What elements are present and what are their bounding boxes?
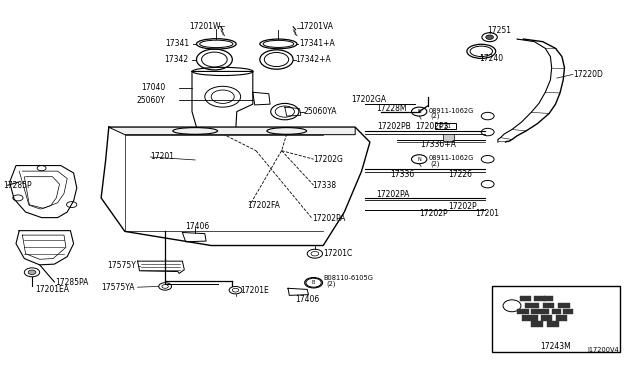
Text: 17220D: 17220D <box>573 70 603 79</box>
Bar <box>520 296 531 301</box>
Text: 17342: 17342 <box>164 55 189 64</box>
Text: 17336+A: 17336+A <box>420 140 456 149</box>
Text: 17201VA: 17201VA <box>300 22 333 31</box>
Text: 17201C: 17201C <box>323 249 353 258</box>
Text: 17201: 17201 <box>150 152 174 161</box>
Bar <box>525 303 539 308</box>
Bar <box>556 315 567 321</box>
Text: 17202P3: 17202P3 <box>415 122 448 131</box>
Bar <box>443 134 454 141</box>
Polygon shape <box>109 127 355 135</box>
Text: 17251: 17251 <box>488 26 512 35</box>
Text: 17285P: 17285P <box>3 181 32 190</box>
Text: 08911-1062G: 08911-1062G <box>429 108 474 114</box>
Circle shape <box>28 270 36 275</box>
Text: 17338: 17338 <box>312 181 337 190</box>
Text: 17202GA: 17202GA <box>351 95 386 104</box>
Polygon shape <box>101 127 370 246</box>
Polygon shape <box>192 71 253 134</box>
Text: 17240: 17240 <box>479 54 503 63</box>
Polygon shape <box>182 232 206 242</box>
Text: B08110-6105G: B08110-6105G <box>323 275 373 281</box>
Text: (2): (2) <box>326 280 336 287</box>
Text: 17202G: 17202G <box>314 155 344 164</box>
Text: 17406: 17406 <box>296 295 320 304</box>
Bar <box>558 303 570 308</box>
Text: 17226: 17226 <box>448 170 472 179</box>
Text: 17202FA: 17202FA <box>247 201 280 210</box>
Text: 17406: 17406 <box>186 222 210 231</box>
Text: 17341+A: 17341+A <box>300 39 335 48</box>
Text: 17342+A: 17342+A <box>296 55 332 64</box>
Text: 08911-1062G: 08911-1062G <box>429 155 474 161</box>
Text: 17201: 17201 <box>475 209 499 218</box>
Text: 17285PA: 17285PA <box>55 278 88 287</box>
Bar <box>544 296 553 301</box>
Text: 17040: 17040 <box>141 83 165 92</box>
Text: 17201E: 17201E <box>240 286 269 295</box>
Circle shape <box>486 35 493 39</box>
Text: 17202PA: 17202PA <box>376 190 410 199</box>
Text: (2): (2) <box>430 160 440 167</box>
Polygon shape <box>253 92 270 105</box>
Bar <box>547 321 559 327</box>
Bar <box>492 286 620 352</box>
Polygon shape <box>10 166 77 218</box>
Text: 25060Y: 25060Y <box>136 96 165 105</box>
Text: B: B <box>312 280 316 285</box>
Bar <box>435 123 456 129</box>
Text: 17341: 17341 <box>165 39 189 48</box>
Text: J17200V4: J17200V4 <box>588 347 620 353</box>
Bar <box>541 315 552 321</box>
Bar <box>534 296 545 301</box>
Text: N: N <box>417 109 421 114</box>
Bar <box>531 321 543 327</box>
Text: 17243M: 17243M <box>540 342 571 351</box>
Text: 17228M: 17228M <box>376 104 407 113</box>
Text: 17336: 17336 <box>390 170 415 179</box>
Text: 17202P: 17202P <box>448 202 477 211</box>
Text: 17202P: 17202P <box>419 209 448 218</box>
Bar <box>543 303 554 308</box>
Bar <box>531 309 549 314</box>
Polygon shape <box>138 261 184 273</box>
Polygon shape <box>16 231 74 265</box>
Bar <box>563 309 573 314</box>
Polygon shape <box>288 288 308 295</box>
Text: 17202PA: 17202PA <box>312 214 346 223</box>
Text: (2): (2) <box>430 113 440 119</box>
Text: C 21: C 21 <box>440 124 451 129</box>
Polygon shape <box>285 107 301 116</box>
Bar <box>522 315 538 321</box>
Text: 17201EA: 17201EA <box>35 285 69 294</box>
Text: 17201W: 17201W <box>189 22 220 31</box>
Text: 17575YA: 17575YA <box>101 283 134 292</box>
Text: 17202PB: 17202PB <box>378 122 412 131</box>
Bar <box>517 309 529 314</box>
Text: 17575Y: 17575Y <box>107 262 136 270</box>
Text: 25060YA: 25060YA <box>304 107 337 116</box>
Circle shape <box>306 278 321 287</box>
Bar <box>552 309 561 314</box>
Text: N: N <box>417 157 421 162</box>
